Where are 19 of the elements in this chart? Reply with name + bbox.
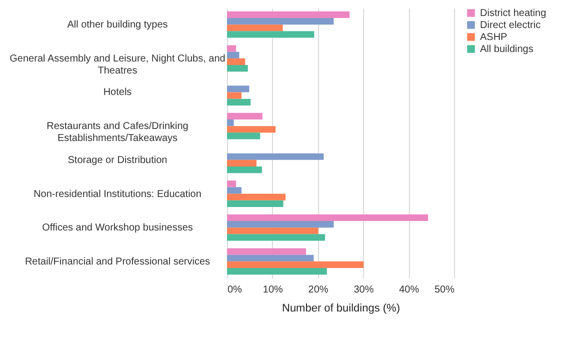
x-axis-title: Number of buildings (%) [282, 302, 400, 314]
x-tick-label: 0% [228, 284, 242, 296]
y-tick-label: Restaurants and Cafes/Drinking Establishments/Takeaways [46, 121, 188, 144]
legend-label: District heating [480, 8, 546, 19]
y-tick-label: Hotels [103, 87, 132, 98]
y-tick-label: Retail/Financial and Professional services [24, 256, 210, 268]
x-tick-label: 20% [308, 284, 328, 296]
x-tick-label: 50% [434, 284, 455, 296]
y-tick-label: All other building types [67, 20, 168, 31]
legend-label: ASHP [480, 32, 508, 43]
x-tick-label: 40% [399, 284, 420, 296]
legend-label: Direct electric [480, 20, 541, 31]
x-tick-label: 30% [354, 284, 374, 296]
y-tick-label: General Assembly and Leisure, Night Clubs, and Theatres [10, 53, 226, 76]
y-tick-label: Offices and Workshop businesses [42, 222, 193, 234]
legend-label: All buildings [480, 44, 534, 55]
x-tick-label: 10% [262, 284, 284, 296]
y-tick-label: Storage or Distribution [68, 154, 168, 166]
y-tick-label: Non-residential Institutions: Education [34, 188, 202, 200]
